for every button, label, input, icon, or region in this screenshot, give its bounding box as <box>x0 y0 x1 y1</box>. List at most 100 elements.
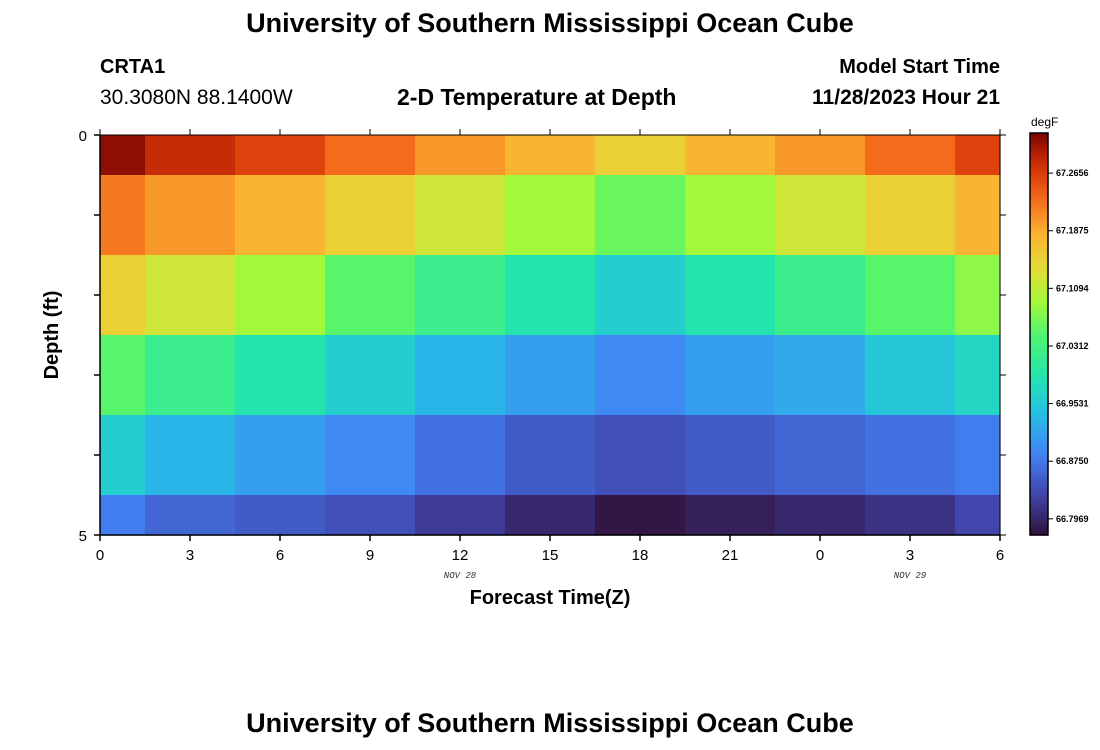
colorbar-segment <box>1030 370 1048 375</box>
colorbar-segment <box>1030 210 1048 214</box>
x-axis-title: Forecast Time(Z) <box>470 587 631 609</box>
colorbar-segment <box>1030 334 1048 338</box>
colorbar-segment <box>1030 387 1048 392</box>
heatmap-cell <box>685 255 776 336</box>
heatmap-cell <box>145 335 236 416</box>
colorbar-segment <box>1030 424 1048 429</box>
colorbar-segment <box>1030 230 1048 235</box>
colorbar-segment <box>1030 243 1048 248</box>
colorbar-segment <box>1030 213 1048 218</box>
heatmap-cell <box>325 135 416 176</box>
colorbar-segment <box>1030 411 1048 415</box>
colorbar-segment <box>1030 310 1048 315</box>
colorbar-segment <box>1030 397 1048 402</box>
heatmap-cell <box>775 415 866 496</box>
main-title: University of Southern Mississippi Ocean… <box>246 8 854 38</box>
colorbar-segment <box>1030 481 1048 486</box>
heatmap-cell <box>955 255 1001 336</box>
heatmap-cell <box>865 415 956 496</box>
colorbar-segment <box>1030 169 1048 174</box>
colorbar-segment <box>1030 407 1048 412</box>
colorbar-segment <box>1030 293 1048 298</box>
colorbar-segment <box>1030 484 1048 489</box>
colorbar-segment <box>1030 514 1048 519</box>
colorbar-segment <box>1030 220 1048 225</box>
colorbar-segment <box>1030 417 1048 422</box>
x-tick-label: 6 <box>996 547 1004 564</box>
colorbar-segment <box>1030 203 1048 208</box>
colorbar-segment <box>1030 189 1048 194</box>
x-tick-label: 9 <box>366 547 374 564</box>
heatmap-cell <box>505 335 596 416</box>
colorbar-segment <box>1030 233 1048 238</box>
colorbar-segment <box>1030 364 1048 369</box>
colorbar-segment <box>1030 246 1048 251</box>
heatmap-cell <box>415 255 506 336</box>
colorbar-tick-label: 67.2656 <box>1056 168 1089 178</box>
heatmap-cell <box>235 415 326 496</box>
colorbar-tick-label: 67.1875 <box>1056 226 1089 236</box>
x-tick-label: 0 <box>816 547 824 564</box>
colorbar-segment <box>1030 166 1048 171</box>
heatmap-cell <box>955 335 1001 416</box>
colorbar-segment <box>1030 159 1048 164</box>
heatmap-cell <box>775 175 866 256</box>
colorbar-segment <box>1030 498 1048 503</box>
heatmap-cell <box>505 255 596 336</box>
date-label: NOV 28 <box>444 571 477 581</box>
y-tick-label: 0 <box>79 128 87 145</box>
colorbar-segment <box>1030 163 1048 168</box>
colorbar-segment <box>1030 488 1048 493</box>
heatmap-cell <box>325 335 416 416</box>
colorbar-segment <box>1030 431 1048 436</box>
x-tick-label: 18 <box>632 547 649 564</box>
station-coordinates: 30.3080N 88.1400W <box>100 86 293 109</box>
heatmap-cell <box>100 255 146 336</box>
colorbar-segment <box>1030 518 1048 523</box>
colorbar-segment <box>1030 468 1048 472</box>
x-tick-label: 3 <box>906 547 914 564</box>
heatmap-cell <box>685 175 776 256</box>
heatmap-cell <box>145 415 236 496</box>
heatmap-cell <box>595 495 686 536</box>
colorbar-segment <box>1030 186 1048 191</box>
heatmap-cell <box>955 175 1001 256</box>
colorbar-segment <box>1030 277 1048 281</box>
colorbar-unit: degF <box>1031 115 1058 129</box>
colorbar-segment <box>1030 491 1048 496</box>
colorbar-segment <box>1030 139 1048 144</box>
colorbar-segment <box>1030 283 1048 288</box>
heatmap-cell <box>145 135 236 176</box>
colorbar-segment <box>1030 133 1048 137</box>
heatmap-cell <box>955 135 1001 176</box>
colorbar-segment <box>1030 494 1048 499</box>
heatmap-cell <box>145 255 236 336</box>
colorbar-segment <box>1030 287 1048 292</box>
colorbar-segment <box>1030 323 1048 328</box>
heatmap-cell <box>235 495 326 536</box>
x-tick-label: 6 <box>276 547 284 564</box>
heatmap-cell <box>100 415 146 496</box>
colorbar-segment <box>1030 206 1048 211</box>
colorbar-segment <box>1030 374 1048 379</box>
heatmap-cell <box>595 255 686 336</box>
heatmap-cell <box>595 175 686 256</box>
heatmap-cell <box>235 135 326 176</box>
colorbar-segment <box>1030 216 1048 221</box>
colorbar-segment <box>1030 360 1048 365</box>
colorbar-segment <box>1030 390 1048 395</box>
heatmap-cell <box>955 415 1001 496</box>
colorbar-tick-label: 67.0312 <box>1056 341 1089 351</box>
colorbar-segment <box>1030 441 1048 446</box>
footer-title: University of Southern Mississippi Ocean… <box>246 708 854 738</box>
colorbar-segment <box>1030 384 1048 389</box>
colorbar-segment <box>1030 300 1048 305</box>
colorbar-segment <box>1030 313 1048 318</box>
colorbar-segment <box>1030 380 1048 385</box>
colorbar-segment <box>1030 270 1048 275</box>
colorbar-segment <box>1030 437 1048 442</box>
x-tick-label: 21 <box>722 547 739 564</box>
colorbar: degF 67.2656 67.1875 67.1094 67.0312 66.9531 6… <box>1029 115 1089 536</box>
colorbar-segment <box>1030 504 1048 509</box>
colorbar-tick-label: 66.9531 <box>1056 399 1089 409</box>
